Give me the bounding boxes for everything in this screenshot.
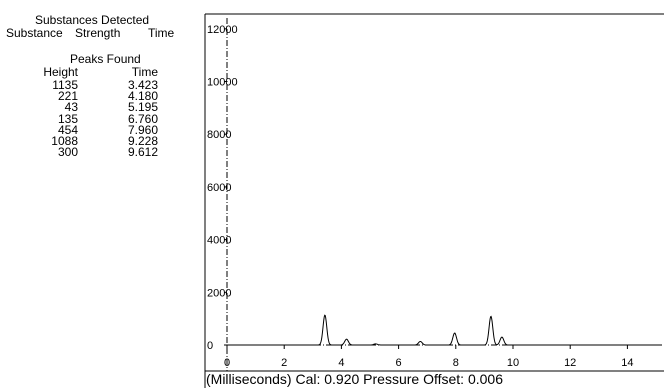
x-tick-label: 6 (396, 357, 402, 369)
peak-height: 300 (57, 145, 78, 160)
y-tick-label: 12000 (207, 24, 238, 36)
x-axis: 0 2 4 6 8 10 12 14 (224, 344, 664, 369)
x-tick-label: 0 (224, 357, 230, 369)
peak-row: 1088 9.228 (0, 135, 205, 147)
peak-time: 5.195 (127, 100, 158, 115)
peak-row: 43 5.195 (0, 101, 205, 113)
peak-height: 43 (64, 100, 78, 115)
x-tick-label: 14 (621, 357, 633, 369)
peak-height: 135 (57, 111, 78, 126)
peaks-col-time: Time (131, 65, 158, 79)
x-tick-label: 4 (338, 357, 344, 369)
y-tick-label: 6000 (207, 182, 231, 194)
x-tick-label: 12 (564, 357, 576, 369)
x-tick-label: 10 (507, 357, 519, 369)
peak-time: 4.180 (127, 89, 158, 104)
y-tick-label: 0 (207, 340, 213, 352)
y-axis: 0 2000 4000 6000 8000 10000 12000 (207, 18, 238, 371)
peak-time: 9.612 (127, 145, 158, 160)
peak-row: 300 9.612 (0, 146, 205, 158)
peak-row: 221 4.180 (0, 90, 205, 102)
peak-height: 1088 (51, 134, 78, 148)
x-tick-label: 8 (453, 357, 459, 369)
peaks-col-height: Height (43, 65, 78, 79)
substances-col-strength: Strength (75, 26, 121, 40)
peak-row: 135 6.760 (0, 113, 205, 125)
substances-title: Substances Detected (35, 13, 150, 27)
peak-height: 1135 (52, 78, 78, 92)
peak-time: 3.423 (127, 78, 158, 92)
peak-height: 221 (57, 89, 78, 104)
peak-row: 1135 3.423 (0, 79, 205, 91)
substances-col-time: Time (148, 26, 175, 40)
peak-row: 454 7.960 (0, 124, 205, 136)
peaks-title: Peaks Found (70, 52, 141, 66)
results-panel: Substances Detected Substance Strength T… (0, 0, 205, 388)
peak-time: 6.760 (127, 111, 158, 126)
y-tick-label: 4000 (207, 235, 231, 247)
footer-caption: (Milliseconds) Cal: 0.920 Pressure Offse… (206, 371, 503, 387)
y-tick-label: 2000 (207, 287, 231, 299)
peaks-header: Height Time (0, 66, 205, 78)
chromatogram-trace (227, 314, 656, 346)
y-tick-label: 8000 (207, 129, 231, 141)
peak-time: 7.960 (127, 122, 158, 137)
substances-col-substance: Substance (6, 26, 63, 40)
peak-time: 9.228 (127, 134, 158, 148)
peak-height: 454 (57, 122, 78, 137)
x-tick-label: 2 (281, 357, 287, 369)
y-tick-label: 10000 (207, 77, 238, 89)
